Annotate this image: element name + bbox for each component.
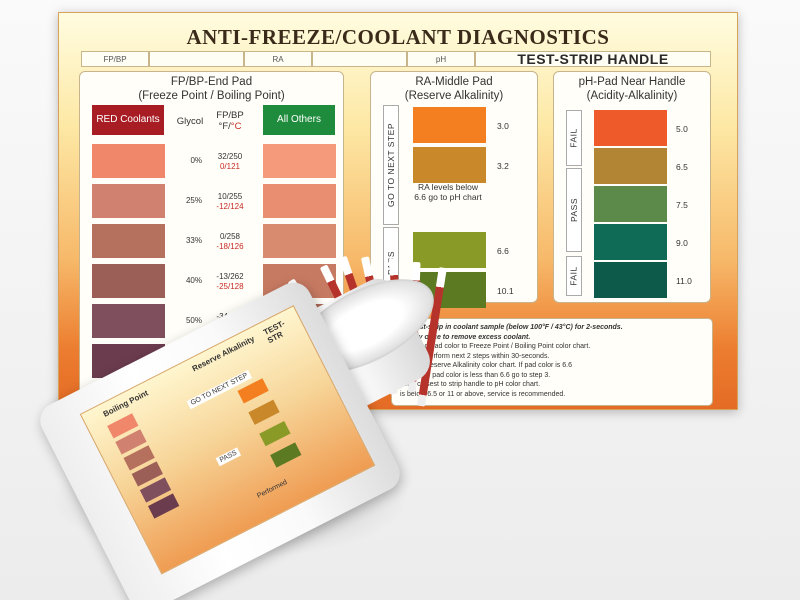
- ra-swatch: [413, 107, 486, 143]
- ph-swatch: [594, 148, 667, 184]
- celsius-unit: °C: [230, 121, 242, 132]
- ph-pass-box: PASS: [566, 168, 582, 252]
- ra-field-label: RA: [244, 51, 312, 67]
- ph-swatch: [594, 186, 667, 222]
- glycol-percent: 40%: [185, 276, 202, 285]
- ra-swatch: [413, 232, 486, 268]
- glycol-percent: 33%: [185, 236, 202, 245]
- diagnostic-card: ANTI-FREEZE/COOLANT DIAGNOSTICS FP/BP RA…: [58, 12, 738, 410]
- ra-title-line2: (Reserve Alkalinity): [404, 90, 504, 102]
- go-to-next-step-text: GO TO NEXT STEP: [386, 122, 396, 208]
- fpbp-temperature: 10/255 -12/124: [213, 192, 247, 212]
- ph-value: 11.0: [676, 276, 692, 286]
- bottle-label-text: TEST-STR: [262, 318, 287, 346]
- bottle-label-text: Performed: [256, 478, 289, 500]
- ph-pass-text: PASS: [569, 197, 580, 223]
- ph-panel: pH-Pad Near Handle (Acidity-Alkalinity) …: [553, 71, 711, 303]
- fpbp-temperature: -13/262 -25/128: [213, 272, 247, 292]
- bottle-label-text: Boiling Point: [101, 388, 150, 419]
- ra-panel: RA-Middle Pad (Reserve Alkalinity) GO TO…: [370, 71, 538, 308]
- header-field-row: FP/BP RA pH TEST-STRIP HANDLE: [81, 51, 711, 67]
- ra-value: 3.0: [497, 121, 509, 131]
- ra-note: RA levels below 6.6 go to pH chart: [414, 182, 482, 202]
- fpbp-title-line2: (Freeze Point / Boiling Point): [138, 90, 285, 102]
- instruction-line: color closest to strip handle to pH colo…: [400, 381, 541, 388]
- ra-swatch: [413, 147, 486, 183]
- other-coolant-swatch: [263, 144, 336, 178]
- ph-swatch: [594, 262, 667, 298]
- celsius-value: -18/126: [216, 242, 244, 251]
- fpbp-panel-title: FP/BP-End Pad (Freeze Point / Boiling Po…: [80, 72, 343, 103]
- glycol-percent: 0%: [190, 156, 202, 165]
- red-coolant-swatch: [92, 224, 165, 258]
- ph-title-line1: pH-Pad Near Handle: [578, 76, 686, 88]
- bottle-label-text: PASS: [215, 447, 242, 467]
- red-coolant-swatch: [92, 264, 165, 298]
- bottle-mini-swatch: [270, 442, 302, 468]
- glycol-percent: 25%: [185, 196, 202, 205]
- go-to-next-step-box: GO TO NEXT STEP: [383, 105, 399, 225]
- ph-swatch: [594, 110, 667, 146]
- ph-fail-bottom-box: FAIL: [566, 256, 582, 296]
- red-coolant-swatch: [92, 184, 165, 218]
- ph-value: 5.0: [676, 124, 688, 134]
- ra-field-blank: [312, 51, 407, 67]
- test-strip-handle-label: TEST-STRIP HANDLE: [475, 51, 711, 67]
- fpbp-temperature: 32/250 0/121: [213, 152, 247, 172]
- celsius-value: -25/128: [216, 282, 244, 291]
- bottle-mini-swatch: [259, 421, 291, 447]
- ph-swatch: [594, 224, 667, 260]
- ph-fail-top-box: FAIL: [566, 110, 582, 166]
- all-others-label: All Others: [263, 105, 335, 135]
- instruction-line: Dip test-strip in coolant sample (below …: [400, 324, 623, 331]
- fpbp-title-line1: FP/BP-End Pad: [170, 76, 253, 88]
- fahrenheit-value: 10/255: [217, 192, 243, 201]
- ph-fail-top-text: FAIL: [569, 128, 580, 148]
- red-coolant-swatch: [92, 144, 165, 178]
- instruction-line: is below 6.5 or 11 or above, service is …: [400, 390, 566, 398]
- ra-value: 6.6: [497, 246, 509, 256]
- ph-title-line2: (Acidity-Alkalinity): [586, 90, 678, 102]
- fpbp-unit-header: FP/BP °F/°C: [210, 110, 250, 132]
- ra-title-line1: RA-Middle Pad: [415, 76, 493, 88]
- glycol-percent: 50%: [185, 316, 202, 325]
- instruction-line: After end-pad color to Freeze Point / Bo…: [400, 343, 591, 350]
- instruction-line: is good. If pad color is less than 6.6 g…: [400, 371, 551, 379]
- red-coolants-label: RED Coolants: [92, 105, 164, 135]
- fpbp-temperature: 0/258 -18/126: [213, 232, 247, 252]
- ph-value: 6.5: [676, 162, 688, 172]
- ph-panel-title: pH-Pad Near Handle (Acidity-Alkalinity): [554, 72, 710, 103]
- other-coolant-swatch: [263, 184, 336, 218]
- celsius-value: 0/121: [219, 162, 241, 171]
- ph-field-label: pH: [407, 51, 475, 67]
- ph-fail-bottom-text: FAIL: [569, 266, 580, 286]
- other-coolant-swatch: [263, 224, 336, 258]
- ph-value: 9.0: [676, 238, 688, 248]
- instruction-line: 50-mix. Perform next 2 steps within 30-s…: [400, 352, 550, 360]
- fpbp-unit-text: FP/BP: [216, 110, 244, 121]
- fahrenheit-unit: °F/: [218, 121, 231, 132]
- red-coolant-swatch: [92, 304, 165, 338]
- fahrenheit-value: -13/262: [216, 272, 244, 281]
- celsius-value: -12/124: [216, 202, 244, 211]
- fahrenheit-value: 0/258: [219, 232, 241, 241]
- ph-value: 7.5: [676, 200, 688, 210]
- card-title: ANTI-FREEZE/COOLANT DIAGNOSTICS: [186, 25, 610, 49]
- ra-value: 10.1: [497, 286, 514, 296]
- fahrenheit-value: 32/250: [217, 152, 243, 161]
- instruction-line: color to Reserve Alkalinity color chart.…: [400, 362, 572, 369]
- bottle-label-text: Reserve Alkalinity: [190, 334, 257, 374]
- ra-value: 3.2: [497, 161, 509, 171]
- instruction-line: briskly once to remove excess coolant.: [400, 333, 531, 341]
- bottle-mini-swatch: [248, 399, 280, 425]
- glycol-header: Glycol: [176, 116, 204, 127]
- ra-panel-title: RA-Middle Pad (Reserve Alkalinity): [371, 72, 537, 103]
- instructions-box: Dip test-strip in coolant sample (below …: [391, 318, 713, 406]
- fpbp-field-blank: [149, 51, 244, 67]
- fpbp-field-label: FP/BP: [81, 51, 149, 67]
